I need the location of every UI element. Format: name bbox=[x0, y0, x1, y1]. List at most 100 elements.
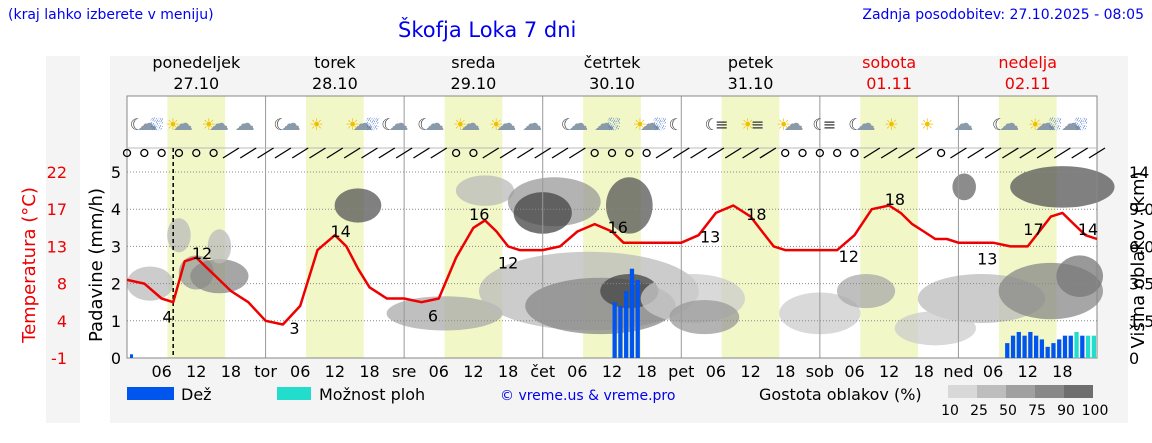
svg-text:☁: ☁ bbox=[424, 111, 444, 135]
page-title: Škofja Loka 7 dni bbox=[398, 18, 577, 42]
cloud-density-patch bbox=[334, 188, 382, 223]
hour-tick: 18 bbox=[498, 362, 518, 381]
sun-cloud-icon: ☀☁ bbox=[453, 111, 480, 135]
temperature-label: 6 bbox=[428, 307, 438, 326]
sun-icon: ☀ bbox=[309, 115, 323, 134]
cloud-density-patch bbox=[894, 311, 976, 346]
wind-barb-icon bbox=[482, 147, 500, 159]
svg-text:⛆: ⛆ bbox=[1075, 115, 1088, 134]
wind-barb-icon bbox=[395, 147, 413, 159]
temperature-axis-tick: 4 bbox=[57, 312, 67, 331]
wind-calm-icon bbox=[122, 148, 132, 158]
precipitation-bar bbox=[1039, 339, 1045, 358]
wind-barb-icon bbox=[1036, 147, 1054, 159]
svg-text:☁: ☁ bbox=[784, 111, 804, 135]
precipitation-bar bbox=[635, 279, 640, 358]
temperature-label: 12 bbox=[498, 253, 518, 272]
day-abbr-tick: pet bbox=[668, 362, 694, 381]
svg-text:⛆: ⛆ bbox=[1049, 115, 1062, 134]
svg-text:☁: ☁ bbox=[594, 111, 614, 135]
svg-text:☁: ☁ bbox=[353, 111, 373, 135]
svg-text:☁: ☁ bbox=[173, 111, 193, 135]
hour-tick: 06 bbox=[706, 362, 726, 381]
temperature-label: 3 bbox=[289, 319, 299, 338]
sun-cloud-rain-icon: ☀☁⛆ bbox=[1028, 111, 1062, 135]
day-name: četrtek bbox=[584, 53, 642, 72]
svg-text:⛆: ⛆ bbox=[608, 115, 621, 134]
cloud-height-axis-tick: 1.5 bbox=[1129, 312, 1152, 331]
wind-barb-icon bbox=[309, 147, 326, 159]
temperature-label: 14 bbox=[330, 222, 350, 241]
svg-text:☀: ☀ bbox=[776, 115, 790, 134]
moon-icon: ☾ bbox=[669, 115, 683, 134]
moon-cloud-icon: ☾☁ bbox=[992, 111, 1019, 135]
precipitation-bar bbox=[629, 268, 635, 358]
svg-text:☾: ☾ bbox=[130, 115, 144, 134]
precipitation-bar bbox=[1016, 331, 1021, 358]
precipitation-bar bbox=[1028, 331, 1033, 358]
svg-text:⛆: ⛆ bbox=[151, 115, 164, 134]
temperature-axis-panel bbox=[46, 56, 80, 423]
cloud-icon: ☁ bbox=[522, 111, 542, 135]
day-date: 01.11 bbox=[866, 74, 912, 93]
copyright: © vreme.us & vreme.pro bbox=[500, 388, 675, 404]
wind-calm-icon bbox=[174, 148, 184, 158]
cloud-density-patch bbox=[606, 177, 653, 234]
wind-calm-icon bbox=[642, 148, 651, 158]
sun-icon: ☀ bbox=[884, 115, 898, 134]
moon-fog-icon: ☾≡ bbox=[812, 115, 836, 134]
moon-cloud-rain-icon: ☾☁⛆ bbox=[130, 111, 164, 135]
wind-calm-icon bbox=[833, 148, 842, 158]
daylight-band bbox=[305, 96, 364, 358]
wind-barb-icon bbox=[863, 147, 881, 159]
day-abbr-tick: ned bbox=[943, 362, 973, 381]
hour-tick: 12 bbox=[463, 362, 483, 381]
cloud-density-patch bbox=[952, 173, 976, 201]
wind-barb-icon bbox=[690, 147, 707, 159]
cloud-density-patch bbox=[1056, 255, 1103, 297]
temperature-axis-tick: -1 bbox=[51, 349, 67, 368]
wind-barb-icon bbox=[967, 147, 985, 159]
svg-text:☀: ☀ bbox=[741, 115, 755, 134]
precipitation-bar bbox=[1062, 335, 1068, 358]
wind-barb-icon bbox=[898, 147, 915, 159]
svg-text:☾: ☾ bbox=[669, 115, 683, 134]
wind-calm-icon bbox=[469, 148, 478, 158]
rain-axis-tick: 1 bbox=[111, 312, 121, 331]
cloud-density-swatch bbox=[1006, 385, 1035, 398]
temperature-label: 16 bbox=[469, 205, 489, 224]
precipitation-bar bbox=[1005, 343, 1010, 358]
cloud-density-swatch bbox=[1035, 385, 1064, 398]
wind-calm-icon bbox=[192, 148, 201, 158]
svg-text:☀: ☀ bbox=[345, 115, 359, 134]
wind-barb-icon bbox=[1088, 147, 1106, 159]
wind-barb-icon bbox=[915, 147, 933, 159]
hour-tick: 12 bbox=[186, 362, 206, 381]
cloud-rain-icon: ☁⛆ bbox=[594, 111, 621, 135]
day-date: 27.10 bbox=[173, 74, 219, 93]
svg-text:☀: ☀ bbox=[920, 115, 934, 134]
wind-calm-icon bbox=[157, 148, 166, 158]
hour-tick: 06 bbox=[429, 362, 449, 381]
wind-barb-icon bbox=[361, 147, 378, 159]
svg-text:☾: ☾ bbox=[992, 115, 1006, 134]
cloud-density-patch bbox=[836, 273, 896, 309]
precipitation-bar bbox=[1080, 335, 1085, 358]
wind-barb-icon bbox=[950, 147, 967, 159]
rain-axis-label: Padavine (mm/h) bbox=[86, 188, 107, 342]
location-hint: (kraj lahko izberete v meniju) bbox=[8, 7, 214, 23]
precipitation-bar bbox=[618, 305, 623, 358]
svg-text:☾: ☾ bbox=[705, 115, 719, 134]
cloud-density-tick: 25 bbox=[970, 403, 988, 419]
svg-text:☀: ☀ bbox=[1028, 115, 1042, 134]
wind-barb-icon bbox=[742, 147, 759, 159]
wind-barb-icon bbox=[239, 147, 257, 159]
cloud-density-tick: 90 bbox=[1057, 403, 1075, 419]
sun-cloud-icon: ☀☁ bbox=[202, 111, 229, 135]
precipitation-bar bbox=[1022, 335, 1027, 358]
precipitation-bar bbox=[1074, 331, 1079, 358]
hour-tick: 12 bbox=[1018, 362, 1038, 381]
precipitation-bar bbox=[1057, 339, 1062, 358]
rain-axis-tick: 2 bbox=[111, 275, 121, 294]
moon-cloud-icon: ☾☁ bbox=[417, 111, 444, 135]
